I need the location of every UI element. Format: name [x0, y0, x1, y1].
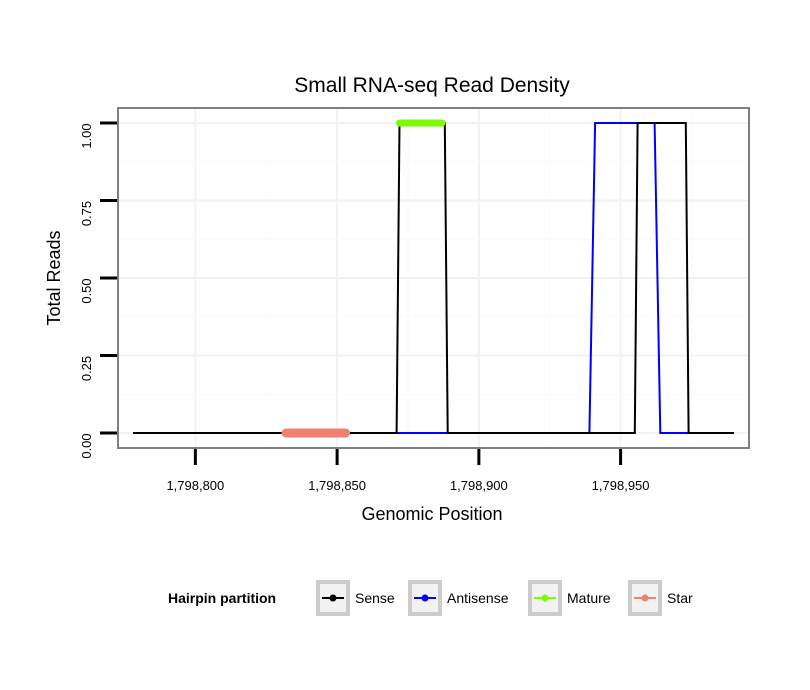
x-axis-title: Genomic Position — [361, 504, 502, 524]
y-tick-label: 0.50 — [79, 278, 94, 303]
legend-title: Hairpin partition — [168, 590, 276, 606]
legend: Hairpin partition Sense Antisense Mature St… — [168, 580, 693, 616]
series-antisense — [133, 122, 734, 434]
x-tick-label: 1,798,850 — [308, 478, 366, 493]
axes: 1,798,800 1,798,850 1,798,900 1,798,950 0.00… — [79, 121, 650, 493]
y-tick-label: 0.25 — [79, 356, 94, 381]
legend-label-star: Star — [667, 590, 693, 606]
series-lines — [133, 119, 734, 438]
legend-key-dot — [541, 594, 549, 602]
y-tick-label: 1.00 — [79, 123, 94, 148]
chart-title: Small RNA-seq Read Density — [294, 74, 570, 97]
legend-label-antisense: Antisense — [447, 590, 509, 606]
y-axis-title: Total Reads — [44, 230, 64, 325]
legend-key-dot — [641, 594, 649, 602]
legend-label-mature: Mature — [567, 590, 611, 606]
y-tick-label: 0.75 — [79, 201, 94, 226]
legend-key-dot — [329, 594, 337, 602]
legend-key-dot — [421, 594, 429, 602]
legend-label-sense: Sense — [355, 590, 395, 606]
x-tick-label: 1,798,900 — [450, 478, 508, 493]
x-tick-label: 1,798,950 — [592, 478, 650, 493]
series-sense — [133, 122, 734, 434]
x-tick-label: 1,798,800 — [166, 478, 224, 493]
y-tick-label: 0.00 — [79, 433, 94, 458]
